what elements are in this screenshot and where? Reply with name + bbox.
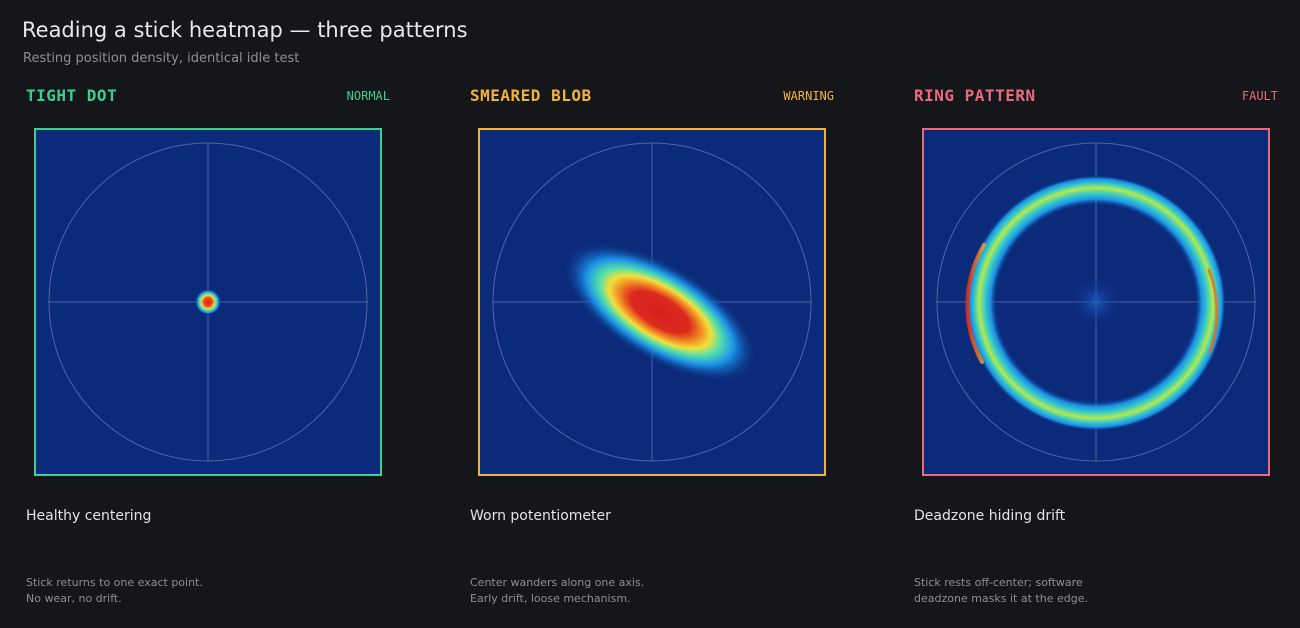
status-badge: WARNING xyxy=(783,89,834,103)
heatmap-canvas xyxy=(924,130,1268,474)
panel-name: RING PATTERN xyxy=(914,86,1036,105)
panel-description: Center wanders along one axis. Early dri… xyxy=(470,575,644,607)
page-title: Reading a stick heatmap — three patterns xyxy=(22,18,468,42)
density-blob xyxy=(562,241,758,383)
description-line: Stick returns to one exact point. xyxy=(26,576,203,589)
heatmap-canvas xyxy=(36,130,380,474)
page-subtitle: Resting position density, identical idle… xyxy=(23,51,300,66)
panel-smeared-blob: SMEARED BLOB WARNING Worn potentiome xyxy=(466,0,846,628)
density-ring xyxy=(966,175,1226,431)
panel-caption: Healthy centering xyxy=(26,508,152,524)
panel-description: Stick rests off-center; software deadzon… xyxy=(914,575,1088,607)
description-line: Stick rests off-center; software xyxy=(914,576,1083,589)
ring-hotspot-right xyxy=(1207,268,1219,354)
heatmap-canvas xyxy=(480,130,824,474)
panel-caption: Deadzone hiding drift xyxy=(914,508,1066,524)
panel-ring-pattern: RING PATTERN FAULT xyxy=(910,0,1290,628)
heatmap-smeared-blob xyxy=(478,128,826,476)
description-line: deadzone masks it at the edge. xyxy=(914,592,1088,605)
panel-name: TIGHT DOT xyxy=(26,86,118,105)
description-line: No wear, no drift. xyxy=(26,592,122,605)
heatmap-tight-dot xyxy=(34,128,382,476)
panel-description: Stick returns to one exact point. No wea… xyxy=(26,575,203,607)
panel-name: SMEARED BLOB xyxy=(470,86,592,105)
panel-tight-dot: TIGHT DOT NORMAL Healthy centering Stick xyxy=(22,0,402,628)
heatmap-ring-pattern xyxy=(922,128,1270,476)
density-dot xyxy=(195,289,221,315)
ring-hotspot-left xyxy=(965,243,986,364)
description-line: Early drift, loose mechanism. xyxy=(470,592,631,605)
panel-caption: Worn potentiometer xyxy=(470,508,611,524)
description-line: Center wanders along one axis. xyxy=(470,576,645,589)
status-badge: FAULT xyxy=(1241,89,1278,103)
status-badge: NORMAL xyxy=(346,89,390,103)
